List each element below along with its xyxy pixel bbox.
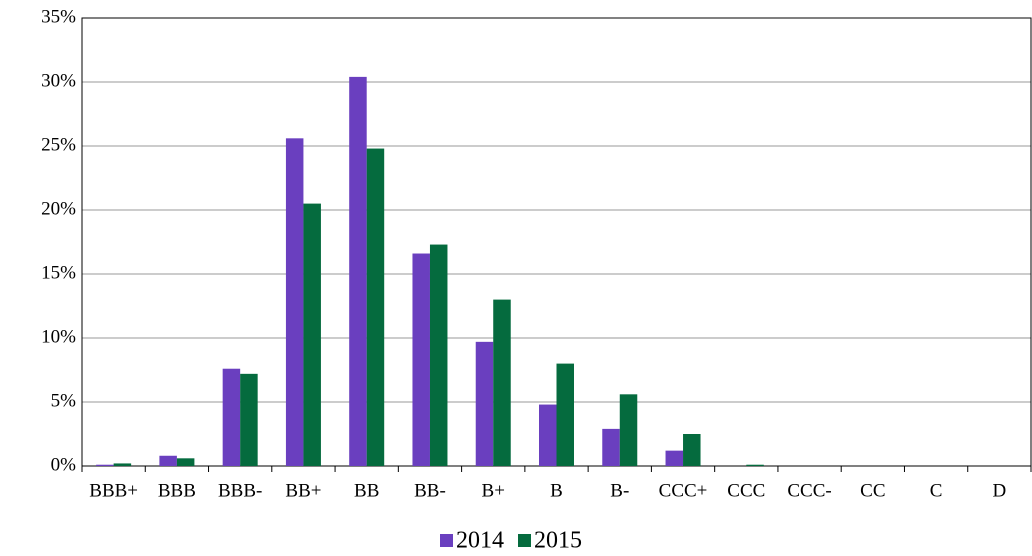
x-tick-label: BB bbox=[354, 480, 379, 501]
y-tick-label: 0% bbox=[51, 454, 77, 475]
x-tick-label: BBB- bbox=[218, 480, 262, 501]
x-tick-label: CCC bbox=[727, 480, 765, 501]
x-tick-label: CC bbox=[860, 480, 885, 501]
x-tick-label: BB- bbox=[414, 480, 446, 501]
bar bbox=[556, 363, 574, 466]
bar bbox=[493, 299, 511, 466]
bar bbox=[285, 138, 304, 466]
y-tick-label: 15% bbox=[41, 262, 76, 283]
bar bbox=[349, 76, 367, 466]
x-tick-label: B bbox=[550, 480, 563, 501]
x-tick-label: BBB bbox=[158, 480, 196, 501]
bar bbox=[429, 244, 448, 466]
x-tick-label: D bbox=[992, 480, 1006, 501]
y-tick-label: 10% bbox=[41, 326, 76, 347]
x-tick-label: BBB+ bbox=[89, 480, 138, 501]
bar bbox=[602, 428, 620, 466]
bar bbox=[366, 148, 385, 466]
x-tick-label: B- bbox=[610, 480, 629, 501]
y-tick-label: 20% bbox=[41, 198, 76, 219]
y-tick-label: 35% bbox=[41, 6, 76, 27]
bar bbox=[303, 203, 321, 466]
bar bbox=[412, 253, 430, 466]
bar bbox=[113, 463, 132, 466]
bar bbox=[746, 464, 764, 466]
legend-text: 2014 bbox=[456, 528, 504, 554]
legend-swatch bbox=[518, 534, 531, 547]
bar bbox=[96, 464, 114, 466]
bar bbox=[222, 368, 241, 466]
x-tick-label: CCC+ bbox=[659, 480, 708, 501]
x-tick-label: C bbox=[930, 480, 943, 501]
bar bbox=[159, 455, 177, 466]
legend-swatch bbox=[440, 534, 453, 547]
bar bbox=[475, 341, 494, 466]
y-tick-label: 25% bbox=[41, 134, 76, 155]
y-tick-label: 5% bbox=[51, 390, 77, 411]
x-tick-label: BB+ bbox=[285, 480, 321, 501]
bar bbox=[176, 458, 195, 466]
y-tick-label: 30% bbox=[41, 70, 76, 91]
bar bbox=[619, 394, 638, 466]
x-tick-label: CCC- bbox=[787, 480, 831, 501]
bar bbox=[539, 404, 557, 466]
x-tick-label: B+ bbox=[482, 480, 505, 501]
legend-text: 2015 bbox=[534, 528, 582, 554]
bar bbox=[665, 450, 684, 466]
bar bbox=[240, 373, 258, 466]
bar bbox=[683, 434, 701, 466]
